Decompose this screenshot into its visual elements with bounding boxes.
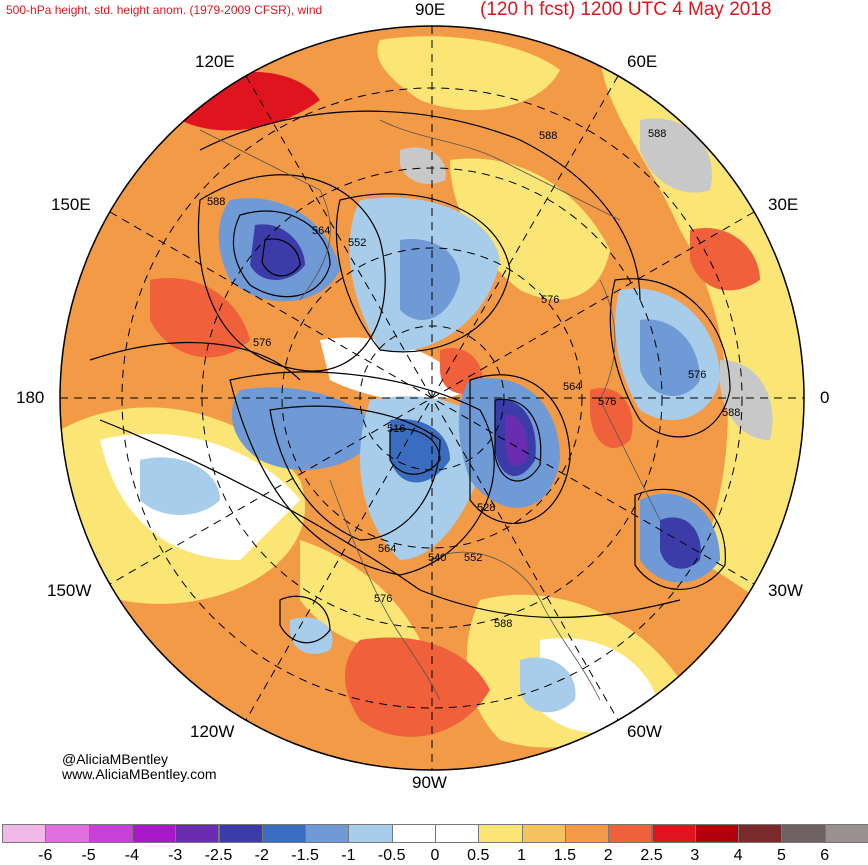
- lon-label-90w: 90W: [412, 773, 447, 792]
- colorbar-tick-label: -6: [38, 847, 53, 864]
- colorbar-tick-label: -5: [81, 847, 96, 864]
- lon-label-60w: 60W: [627, 722, 662, 741]
- contour-label: 588: [494, 618, 512, 630]
- colorbar-tick-label: 1: [517, 847, 527, 864]
- colorbar-swatch: [348, 824, 393, 843]
- colorbar-swatch: [2, 824, 47, 843]
- height-contours: [89, 110, 731, 644]
- colorbar-tick-label: -2: [254, 847, 269, 864]
- contour-label: 576: [688, 369, 706, 381]
- contour-label: 564: [563, 381, 581, 393]
- contour-label: 588: [539, 130, 557, 142]
- contour-label: 576: [598, 396, 616, 408]
- colorbar-swatch: [435, 824, 480, 843]
- colorbar-tick-label: 0.5: [467, 847, 490, 864]
- colorbar-swatch: [651, 824, 696, 843]
- contour-label: 540: [428, 552, 446, 564]
- colorbar-swatch: [781, 824, 826, 843]
- contour-label: 552: [348, 237, 366, 249]
- colorbar-tick-label: -3: [168, 847, 183, 864]
- contour-label: 588: [722, 407, 740, 419]
- contour-label: 552: [464, 552, 482, 564]
- colorbar-tick-label: -1: [341, 847, 356, 864]
- lon-label-180: 180: [16, 388, 45, 407]
- contour-label: 576: [374, 593, 392, 605]
- contour-label: 516: [387, 423, 405, 435]
- lon-label-120w: 120W: [190, 722, 235, 741]
- contour-label: 564: [378, 543, 396, 555]
- colorbar-swatch: [738, 824, 783, 843]
- colorbar-swatch: [564, 824, 610, 843]
- coastlines: [199, 119, 661, 701]
- contour-value-labels: 588 588 588 564 552 576 576 576 564 576 …: [207, 128, 740, 630]
- colorbar-tick-label: 3: [690, 847, 700, 864]
- colorbar-tick-label: -0.5: [377, 847, 406, 864]
- colorbar-swatch: [88, 824, 133, 843]
- contour-label: 576: [253, 337, 271, 349]
- colorbar-tick-label: -4: [124, 847, 140, 864]
- colorbar-swatch: [45, 824, 90, 843]
- lon-label-90e: 90E: [415, 0, 446, 19]
- lon-label-60e: 60E: [627, 52, 658, 71]
- graticule: [60, 26, 804, 770]
- lon-label-150e: 150E: [51, 195, 91, 214]
- colorbar-swatch: [824, 824, 868, 843]
- colorbar-swatch: [478, 824, 523, 843]
- colorbar-swatch: [694, 824, 740, 843]
- colorbar-tick-label: 1.5: [553, 847, 577, 864]
- colorbar-tick-label: 2: [603, 847, 613, 864]
- colorbar-tick-label: 2.5: [640, 847, 663, 864]
- contour-label: 588: [207, 196, 225, 208]
- colorbar-swatch: [131, 824, 177, 843]
- colorbar-swatch: [608, 824, 653, 843]
- colorbar-swatch: [175, 824, 220, 843]
- contour-label: 588: [648, 128, 666, 140]
- map-title: 500-hPa height, std. height anom. (1979-…: [6, 3, 323, 17]
- colorbar-swatch: [391, 824, 436, 843]
- colorbar-tick-label: 5: [776, 847, 786, 864]
- forecast-time: (120 h fcst) 1200 UTC 4 May 2018: [480, 0, 772, 20]
- colorbar-tick-label: 0: [430, 847, 440, 864]
- colorbar-swatch: [218, 824, 263, 843]
- lon-label-30e: 30E: [768, 195, 799, 214]
- colorbar-swatch: [521, 824, 566, 843]
- credit-handle: @AliciaMBentley: [62, 751, 169, 767]
- colorbar-swatch: [261, 824, 307, 843]
- contour-label: 576: [541, 294, 559, 306]
- lon-label-30w: 30W: [768, 581, 803, 600]
- colorbar-tick-label: -1.5: [291, 847, 319, 864]
- lon-label-150w: 150W: [47, 581, 92, 600]
- colorbar-tick-label: 4: [733, 847, 743, 864]
- polar-map: 588 588 588 564 552 576 576 576 564 576 …: [59, 25, 805, 771]
- map-border: [59, 25, 805, 771]
- lon-label-120e: 120E: [195, 52, 235, 71]
- contour-label: 564: [312, 225, 330, 237]
- colorbar-tick-label: 6: [820, 847, 830, 864]
- contour-label: 528: [477, 502, 495, 514]
- colorbar-tick-label: -2.5: [204, 847, 233, 864]
- credit-website: www.AliciaMBentley.com: [62, 766, 217, 782]
- colorbar-swatch: [305, 824, 350, 843]
- lon-label-0: 0: [820, 388, 830, 407]
